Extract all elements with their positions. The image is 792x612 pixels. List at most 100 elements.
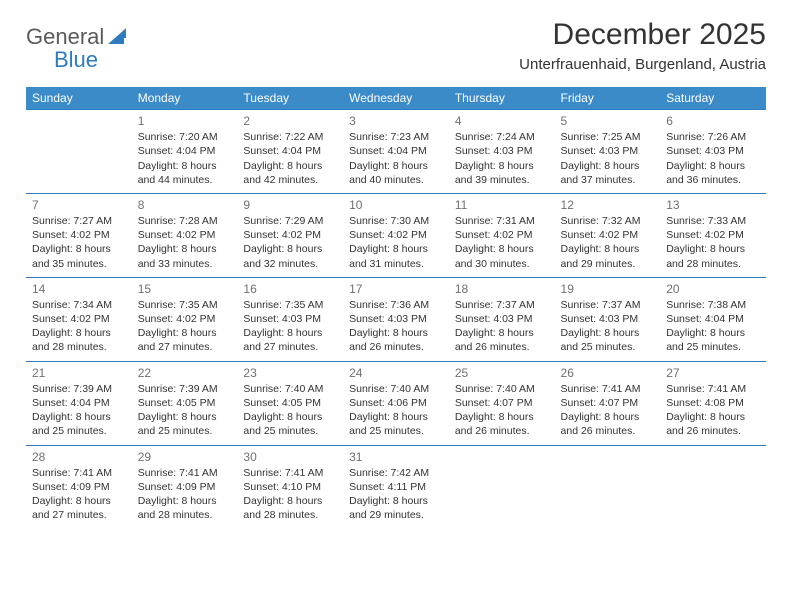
day-number: 5	[561, 113, 655, 129]
sunset-line: Sunset: 4:05 PM	[138, 396, 232, 410]
sunset-line: Sunset: 4:04 PM	[32, 396, 126, 410]
day-number: 28	[32, 449, 126, 465]
daylight-line: Daylight: 8 hours and 29 minutes.	[561, 242, 655, 270]
day-number: 27	[666, 365, 760, 381]
sunset-line: Sunset: 4:07 PM	[561, 396, 655, 410]
day-number: 14	[32, 281, 126, 297]
logo-text-blue: Blue	[54, 47, 98, 72]
daylight-line: Daylight: 8 hours and 26 minutes.	[349, 326, 443, 354]
sunrise-line: Sunrise: 7:36 AM	[349, 298, 443, 312]
calendar-day-cell: 30Sunrise: 7:41 AMSunset: 4:10 PMDayligh…	[237, 445, 343, 528]
day-number: 15	[138, 281, 232, 297]
logo-mark-icon	[108, 26, 128, 49]
sunrise-line: Sunrise: 7:41 AM	[32, 466, 126, 480]
weekday-header: Monday	[132, 87, 238, 110]
sunset-line: Sunset: 4:03 PM	[243, 312, 337, 326]
calendar-day-cell: 1Sunrise: 7:20 AMSunset: 4:04 PMDaylight…	[132, 110, 238, 194]
calendar-day-cell	[660, 445, 766, 528]
sunset-line: Sunset: 4:02 PM	[666, 228, 760, 242]
sunrise-line: Sunrise: 7:40 AM	[243, 382, 337, 396]
calendar-body: 1Sunrise: 7:20 AMSunset: 4:04 PMDaylight…	[26, 110, 766, 529]
page: General December 2025 Unterfrauenhaid, B…	[0, 0, 792, 546]
sunrise-line: Sunrise: 7:41 AM	[138, 466, 232, 480]
calendar-day-cell: 21Sunrise: 7:39 AMSunset: 4:04 PMDayligh…	[26, 361, 132, 445]
calendar-day-cell: 6Sunrise: 7:26 AMSunset: 4:03 PMDaylight…	[660, 110, 766, 194]
sunrise-line: Sunrise: 7:32 AM	[561, 214, 655, 228]
sunset-line: Sunset: 4:08 PM	[666, 396, 760, 410]
calendar-day-cell	[555, 445, 661, 528]
sunrise-line: Sunrise: 7:37 AM	[561, 298, 655, 312]
calendar-day-cell: 26Sunrise: 7:41 AMSunset: 4:07 PMDayligh…	[555, 361, 661, 445]
daylight-line: Daylight: 8 hours and 25 minutes.	[32, 410, 126, 438]
sunset-line: Sunset: 4:03 PM	[349, 312, 443, 326]
calendar-day-cell: 28Sunrise: 7:41 AMSunset: 4:09 PMDayligh…	[26, 445, 132, 528]
daylight-line: Daylight: 8 hours and 31 minutes.	[349, 242, 443, 270]
calendar-day-cell: 27Sunrise: 7:41 AMSunset: 4:08 PMDayligh…	[660, 361, 766, 445]
calendar-day-cell: 16Sunrise: 7:35 AMSunset: 4:03 PMDayligh…	[237, 277, 343, 361]
day-number: 10	[349, 197, 443, 213]
calendar-day-cell: 25Sunrise: 7:40 AMSunset: 4:07 PMDayligh…	[449, 361, 555, 445]
daylight-line: Daylight: 8 hours and 26 minutes.	[561, 410, 655, 438]
calendar-day-cell: 17Sunrise: 7:36 AMSunset: 4:03 PMDayligh…	[343, 277, 449, 361]
sunrise-line: Sunrise: 7:41 AM	[243, 466, 337, 480]
sunrise-line: Sunrise: 7:25 AM	[561, 130, 655, 144]
calendar-day-cell: 4Sunrise: 7:24 AMSunset: 4:03 PMDaylight…	[449, 110, 555, 194]
calendar-day-cell: 13Sunrise: 7:33 AMSunset: 4:02 PMDayligh…	[660, 193, 766, 277]
sunset-line: Sunset: 4:09 PM	[138, 480, 232, 494]
day-number: 22	[138, 365, 232, 381]
sunrise-line: Sunrise: 7:33 AM	[666, 214, 760, 228]
logo: General	[26, 18, 130, 50]
calendar-day-cell: 24Sunrise: 7:40 AMSunset: 4:06 PMDayligh…	[343, 361, 449, 445]
sunset-line: Sunset: 4:03 PM	[455, 144, 549, 158]
sunrise-line: Sunrise: 7:41 AM	[561, 382, 655, 396]
calendar-day-cell: 7Sunrise: 7:27 AMSunset: 4:02 PMDaylight…	[26, 193, 132, 277]
day-number: 25	[455, 365, 549, 381]
day-number: 19	[561, 281, 655, 297]
weekday-header: Wednesday	[343, 87, 449, 110]
sunset-line: Sunset: 4:03 PM	[561, 144, 655, 158]
sunset-line: Sunset: 4:02 PM	[561, 228, 655, 242]
sunrise-line: Sunrise: 7:40 AM	[349, 382, 443, 396]
daylight-line: Daylight: 8 hours and 25 minutes.	[138, 410, 232, 438]
day-number: 9	[243, 197, 337, 213]
sunset-line: Sunset: 4:02 PM	[138, 312, 232, 326]
calendar-week-row: 28Sunrise: 7:41 AMSunset: 4:09 PMDayligh…	[26, 445, 766, 528]
weekday-header: Thursday	[449, 87, 555, 110]
sunrise-line: Sunrise: 7:24 AM	[455, 130, 549, 144]
daylight-line: Daylight: 8 hours and 44 minutes.	[138, 159, 232, 187]
day-number: 6	[666, 113, 760, 129]
sunrise-line: Sunrise: 7:37 AM	[455, 298, 549, 312]
daylight-line: Daylight: 8 hours and 28 minutes.	[32, 326, 126, 354]
sunset-line: Sunset: 4:02 PM	[138, 228, 232, 242]
day-number: 26	[561, 365, 655, 381]
calendar-day-cell: 3Sunrise: 7:23 AMSunset: 4:04 PMDaylight…	[343, 110, 449, 194]
day-number: 13	[666, 197, 760, 213]
daylight-line: Daylight: 8 hours and 26 minutes.	[455, 410, 549, 438]
sunset-line: Sunset: 4:04 PM	[666, 312, 760, 326]
calendar-day-cell: 8Sunrise: 7:28 AMSunset: 4:02 PMDaylight…	[132, 193, 238, 277]
sunset-line: Sunset: 4:04 PM	[243, 144, 337, 158]
day-number: 16	[243, 281, 337, 297]
calendar-day-cell: 20Sunrise: 7:38 AMSunset: 4:04 PMDayligh…	[660, 277, 766, 361]
calendar-day-cell: 15Sunrise: 7:35 AMSunset: 4:02 PMDayligh…	[132, 277, 238, 361]
day-number: 4	[455, 113, 549, 129]
daylight-line: Daylight: 8 hours and 25 minutes.	[243, 410, 337, 438]
sunset-line: Sunset: 4:06 PM	[349, 396, 443, 410]
daylight-line: Daylight: 8 hours and 26 minutes.	[455, 326, 549, 354]
weekday-header: Sunday	[26, 87, 132, 110]
sunrise-line: Sunrise: 7:41 AM	[666, 382, 760, 396]
sunset-line: Sunset: 4:03 PM	[561, 312, 655, 326]
daylight-line: Daylight: 8 hours and 40 minutes.	[349, 159, 443, 187]
sunrise-line: Sunrise: 7:35 AM	[138, 298, 232, 312]
daylight-line: Daylight: 8 hours and 35 minutes.	[32, 242, 126, 270]
calendar-header-row: Sunday Monday Tuesday Wednesday Thursday…	[26, 87, 766, 110]
calendar-week-row: 1Sunrise: 7:20 AMSunset: 4:04 PMDaylight…	[26, 110, 766, 194]
sunset-line: Sunset: 4:04 PM	[349, 144, 443, 158]
calendar-day-cell: 22Sunrise: 7:39 AMSunset: 4:05 PMDayligh…	[132, 361, 238, 445]
calendar-day-cell: 23Sunrise: 7:40 AMSunset: 4:05 PMDayligh…	[237, 361, 343, 445]
sunset-line: Sunset: 4:02 PM	[243, 228, 337, 242]
sunset-line: Sunset: 4:09 PM	[32, 480, 126, 494]
day-number: 31	[349, 449, 443, 465]
calendar-day-cell: 10Sunrise: 7:30 AMSunset: 4:02 PMDayligh…	[343, 193, 449, 277]
sunrise-line: Sunrise: 7:38 AM	[666, 298, 760, 312]
